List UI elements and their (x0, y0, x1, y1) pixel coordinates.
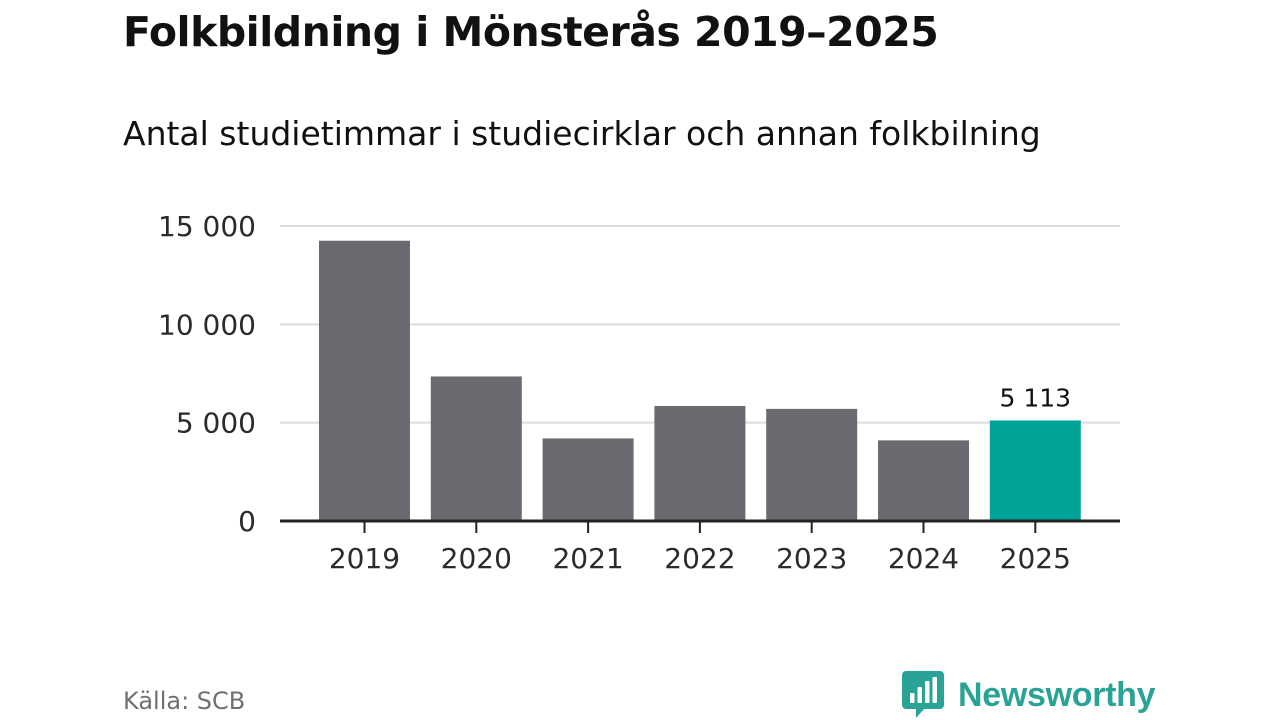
x-tick-label-2020: 2020 (441, 542, 512, 575)
x-axis-tick-labels: 2019 2020 2021 2022 2023 2024 2025 (329, 542, 1071, 575)
chart-subtitle: Antal studietimmar i studiecirklar och a… (123, 114, 1041, 153)
x-tick-label-2022: 2022 (664, 542, 735, 575)
x-tick-label-2024: 2024 (888, 542, 959, 575)
bar-2024 (878, 440, 969, 521)
newsworthy-logo-icon (902, 671, 944, 718)
brand-logo: Newsworthy (902, 670, 1156, 720)
brand-name: Newsworthy (958, 675, 1156, 714)
bars (319, 240, 1081, 521)
data-label-2025: 5 113 (1000, 383, 1072, 412)
x-tick-label-2021: 2021 (552, 542, 623, 575)
bar-2023 (766, 408, 858, 521)
y-tick-label: 5 000 (176, 407, 256, 440)
x-tick-label-2025: 2025 (1000, 542, 1071, 575)
data-labels: 5 113 (1000, 383, 1072, 412)
y-axis-tick-labels: 0 5 000 10 000 15 000 (158, 210, 256, 538)
source-note: Källa: SCB (123, 687, 246, 715)
x-tick-label-2019: 2019 (329, 542, 400, 575)
y-tick-label: 10 000 (158, 308, 256, 341)
bar-2025 (989, 420, 1081, 521)
chart-title: Folkbildning i Mönsterås 2019–2025 (123, 8, 939, 56)
bar-2022 (654, 405, 746, 521)
y-tick-label: 15 000 (158, 210, 256, 243)
x-axis (280, 519, 1120, 533)
y-tick-label: 0 (238, 505, 256, 538)
x-tick-label-2023: 2023 (776, 542, 847, 575)
bar-2019 (319, 240, 410, 521)
bar-2021 (542, 438, 634, 521)
bar-2020 (430, 376, 522, 521)
